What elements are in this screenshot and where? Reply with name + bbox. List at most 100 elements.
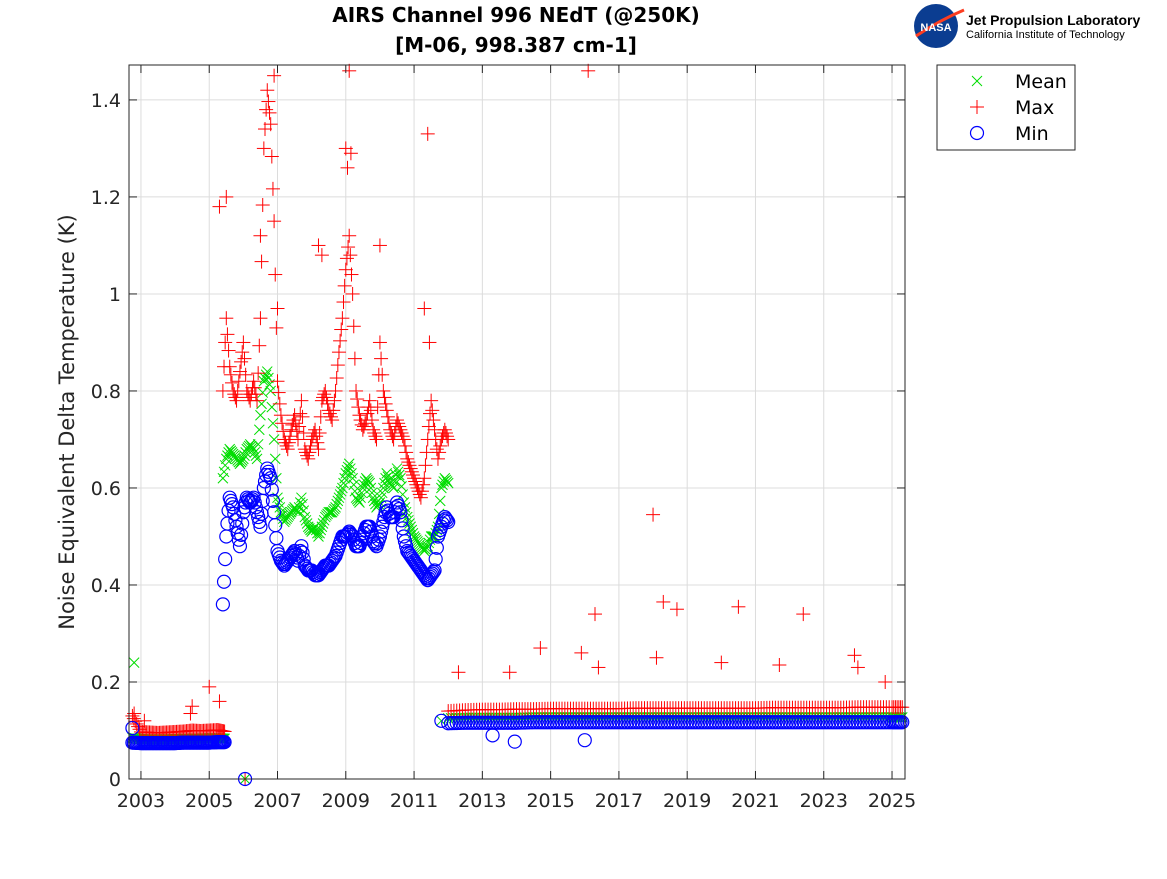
point-mean <box>252 438 264 450</box>
point-max-outlier <box>588 607 603 622</box>
point-max <box>236 335 251 350</box>
plot-frame <box>128 64 906 780</box>
point-max-outlier <box>878 674 893 689</box>
x-stroke <box>436 482 447 494</box>
y-tick-label: 0.8 <box>91 381 121 403</box>
point-max-outlier <box>581 63 596 78</box>
point-max <box>275 416 290 431</box>
point-mean <box>268 434 280 445</box>
point-max <box>397 438 412 453</box>
point-min <box>268 518 283 533</box>
x-stroke <box>250 450 262 461</box>
x-stroke <box>301 518 313 529</box>
point-max <box>294 393 309 408</box>
point-min <box>293 543 308 559</box>
x-tick-label: 2021 <box>731 790 779 812</box>
point-max <box>263 117 278 132</box>
x-stroke <box>341 464 353 476</box>
x-stroke <box>260 369 272 381</box>
point-min-outlier <box>125 720 140 736</box>
point-mean <box>255 409 266 421</box>
point-max-outlier <box>212 199 227 214</box>
point-max-outlier <box>417 301 432 316</box>
x-stroke <box>217 472 229 484</box>
point-max <box>339 251 354 266</box>
point-max <box>222 359 237 374</box>
data-points <box>125 63 910 787</box>
point-min <box>428 552 443 567</box>
point-max <box>260 83 275 98</box>
point-max <box>252 338 267 353</box>
nasa-logo-text: NASA <box>920 22 951 34</box>
point-mean <box>313 531 324 542</box>
point-mean <box>299 511 311 523</box>
point-max <box>223 367 238 382</box>
point-mean <box>267 417 279 429</box>
point-max <box>290 432 305 447</box>
legend: Mean Max Min <box>936 64 1076 151</box>
point-mean <box>324 506 336 518</box>
x-stroke <box>274 502 286 513</box>
x-stroke <box>249 447 261 458</box>
point-max-outlier <box>343 146 358 161</box>
point-mean <box>341 464 353 476</box>
point-min <box>429 540 444 555</box>
x-stroke <box>316 521 328 533</box>
point-max <box>327 393 342 408</box>
point-max <box>323 409 338 424</box>
point-min <box>246 490 261 505</box>
x-tick-label: 2023 <box>800 790 848 812</box>
point-max-outlier <box>731 599 746 614</box>
point-max <box>392 419 407 434</box>
point-max <box>425 403 440 418</box>
point-max <box>261 94 276 109</box>
x-tick-label: 2019 <box>663 790 711 812</box>
point-max <box>301 451 316 466</box>
point-min <box>393 505 408 520</box>
x-stroke <box>263 372 274 384</box>
point-min <box>397 534 413 549</box>
jpl-logo: NASA Jet Propulsion Laboratory Californi… <box>914 4 1140 48</box>
point-max <box>394 425 409 440</box>
point-max-outlier <box>850 660 865 675</box>
x-stroke <box>389 476 401 487</box>
point-max <box>377 390 392 405</box>
x-stroke <box>388 482 399 494</box>
point-max <box>372 335 387 350</box>
x-stroke <box>317 518 329 529</box>
point-max-outlier <box>422 335 437 350</box>
point-max-outlier <box>372 238 387 253</box>
x-stroke <box>348 479 360 491</box>
point-max-outlier <box>267 68 282 83</box>
point-max <box>228 390 243 405</box>
x-stroke <box>434 495 446 507</box>
point-mean <box>317 518 329 529</box>
point-mean <box>332 495 344 507</box>
x-stroke <box>404 518 415 529</box>
point-max-outlier <box>253 228 268 243</box>
x-stroke <box>259 372 271 384</box>
series-max <box>125 63 910 786</box>
point-min <box>427 563 442 578</box>
point-max <box>329 371 344 386</box>
point-mean <box>253 424 265 436</box>
x-stroke <box>300 514 312 526</box>
legend-marker-max-icon <box>970 100 984 114</box>
point-min <box>269 530 284 546</box>
legend-label-min: Min <box>1015 123 1049 145</box>
point-max <box>333 333 348 348</box>
point-max <box>433 438 448 453</box>
point-max <box>218 335 233 350</box>
x-tick-label: 2005 <box>185 790 233 812</box>
point-max <box>389 413 404 428</box>
point-max <box>259 102 274 117</box>
point-mean <box>442 477 454 489</box>
x-tick-label: 2013 <box>458 790 506 812</box>
x-stroke <box>381 468 393 479</box>
point-min <box>216 574 232 589</box>
legend-label-mean: Mean <box>1015 71 1067 93</box>
point-max <box>395 429 410 444</box>
point-min-outlier <box>434 713 449 728</box>
x-stroke <box>429 531 440 542</box>
